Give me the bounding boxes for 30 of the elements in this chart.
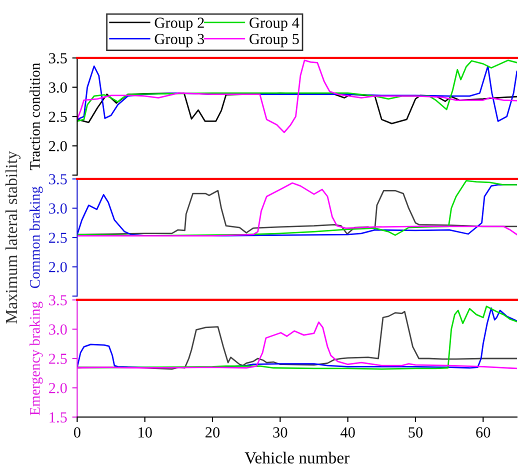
x-tick-label: 30: [273, 427, 288, 438]
y-tick-label: 2.5: [49, 232, 67, 244]
y-axis-title: Emergency braking: [30, 302, 43, 416]
legend-label: Group 2: [154, 18, 204, 32]
x-axis-title: Vehicle number: [244, 452, 350, 464]
legend-label: Group 4: [250, 18, 300, 32]
y-tick-label: 1.5: [50, 412, 67, 423]
x-tick-label: 10: [138, 427, 152, 438]
y-tick-label: 3.5: [49, 53, 67, 64]
y-tick-label: 2.5: [49, 112, 67, 122]
y-tick-label: 2.0: [49, 262, 67, 272]
y-tick-label: 3.0: [49, 324, 67, 335]
y-tick-label: 3.0: [49, 82, 67, 93]
x-tick-label: 60: [476, 427, 490, 438]
x-tick-label: 50: [408, 427, 423, 438]
y-tick-label: 3.5: [49, 295, 67, 306]
x-tick-label: 40: [340, 427, 355, 438]
y-tick-label: 2.0: [49, 382, 67, 394]
y-tick-label: 2.0: [49, 140, 67, 152]
y-tick-label: 3.5: [49, 174, 67, 184]
legend-label: Group 5: [250, 34, 299, 48]
y-axis-title: Common braking: [30, 186, 43, 288]
y-tick-label: 3.0: [49, 203, 67, 214]
line-series: [77, 321, 517, 370]
y-axis-title: Traction condition: [30, 62, 40, 170]
x-tick-label: 20: [206, 427, 220, 438]
x-tick-label: 0: [74, 427, 80, 438]
text: Maximum lateral stability: [5, 151, 21, 324]
y-tick-label: 2.5: [49, 354, 67, 364]
legend-label: Group 3: [154, 34, 204, 48]
